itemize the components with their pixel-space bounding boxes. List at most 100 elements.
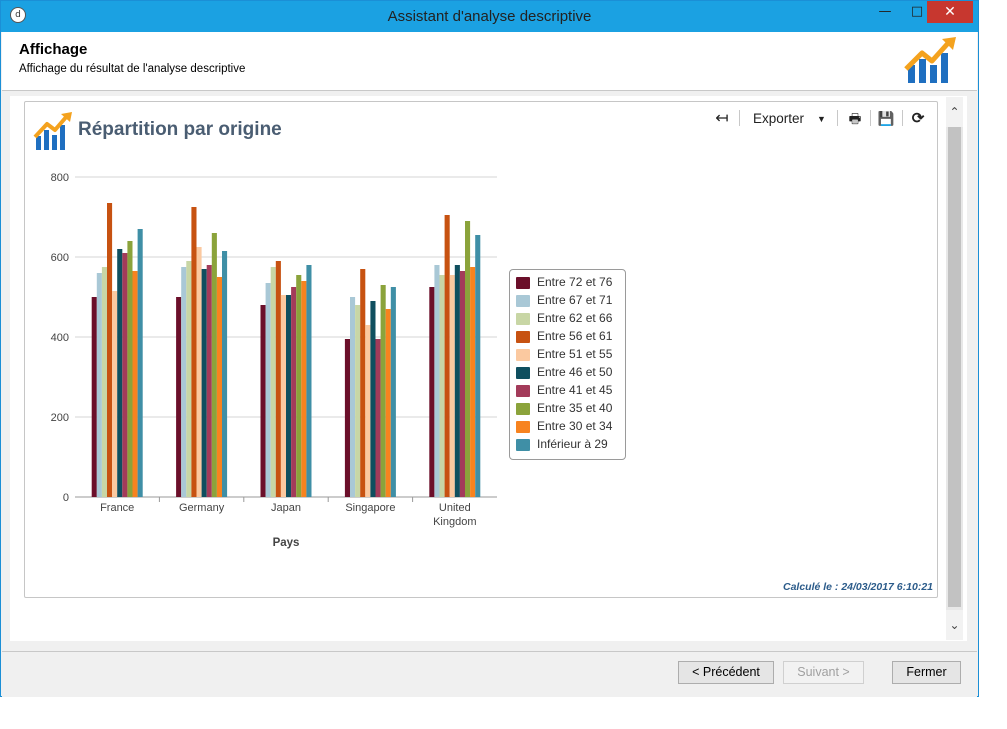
bar xyxy=(434,265,440,497)
previous-button[interactable]: < Précédent xyxy=(678,661,774,684)
bar xyxy=(107,203,113,497)
bar xyxy=(137,229,143,497)
next-button[interactable]: Suivant > xyxy=(783,661,864,684)
legend-label: Entre 46 et 50 xyxy=(537,365,613,379)
bar-chart: 0 200 400 600 800 France Germany Japan Singapore… xyxy=(51,172,497,549)
bar xyxy=(191,207,197,497)
vertical-scrollbar[interactable]: ⌃ ⌄ xyxy=(946,97,963,640)
bar xyxy=(112,291,118,497)
legend-item[interactable]: Entre 51 et 55 xyxy=(516,345,612,363)
bar xyxy=(222,251,228,497)
bar xyxy=(360,269,366,497)
bar xyxy=(122,253,128,497)
bar xyxy=(91,297,97,497)
wizard-footer: < Précédent Suivant > Fermer xyxy=(2,651,977,697)
refresh-icon[interactable]: ⟳ xyxy=(911,110,925,127)
y-tick-label: 200 xyxy=(51,412,69,424)
bar xyxy=(206,265,212,497)
legend-swatch xyxy=(516,294,530,307)
bar xyxy=(96,273,102,497)
scroll-thumb[interactable] xyxy=(948,127,961,607)
window-title: Assistant d'analyse descriptive xyxy=(387,8,592,25)
chart-trend-icon xyxy=(33,112,72,150)
legend-item[interactable]: Entre 56 et 61 xyxy=(516,327,612,345)
minimize-button[interactable]: — xyxy=(878,4,892,19)
bar xyxy=(439,275,445,497)
legend-item[interactable]: Entre 35 et 40 xyxy=(516,399,612,417)
y-tick-label: 0 xyxy=(63,492,69,504)
legend-item[interactable]: Entre 41 et 45 xyxy=(516,381,612,399)
x-tick-label: Germany xyxy=(179,502,225,514)
legend-item[interactable]: Entre 72 et 76 xyxy=(516,273,612,291)
bar xyxy=(201,269,207,497)
legend-swatch xyxy=(516,438,530,451)
export-button[interactable]: Exporter xyxy=(753,111,805,126)
legend-item[interactable]: Entre 62 et 66 xyxy=(516,309,612,327)
bar xyxy=(291,287,297,497)
bar xyxy=(370,301,376,497)
bar xyxy=(181,267,187,497)
x-tick-label: United Kingdom xyxy=(433,502,476,528)
bar xyxy=(465,221,471,497)
page-subtitle: Affichage du résultat de l'analyse descr… xyxy=(19,63,246,75)
content-area: ↤ Exporter ▼ 🖶 💾 ⟳ Répartition par origi… xyxy=(10,96,967,641)
bar xyxy=(375,339,381,497)
bar xyxy=(444,215,450,497)
back-arrow-icon[interactable]: ↤ xyxy=(715,110,729,127)
bar xyxy=(117,249,123,497)
legend-swatch xyxy=(516,276,530,289)
scroll-up-icon[interactable]: ⌃ xyxy=(946,97,963,127)
app-icon[interactable]: d xyxy=(10,7,26,23)
legend-swatch xyxy=(516,420,530,433)
bar xyxy=(350,297,356,497)
bar xyxy=(344,339,350,497)
legend-label: Entre 35 et 40 xyxy=(537,401,613,415)
bar xyxy=(475,235,481,497)
toolbar-divider xyxy=(739,110,740,126)
bar xyxy=(390,287,396,497)
print-icon[interactable]: 🖶 xyxy=(848,111,862,126)
x-tick-label: Singapore xyxy=(345,502,395,514)
chevron-down-icon[interactable]: ▼ xyxy=(817,114,826,124)
bar xyxy=(301,281,307,497)
save-icon[interactable]: 💾 xyxy=(877,111,895,126)
x-axis-title: Pays xyxy=(273,537,300,549)
bar xyxy=(275,261,281,497)
bar xyxy=(176,297,182,497)
legend-label: Entre 56 et 61 xyxy=(537,329,613,343)
bar xyxy=(127,241,133,497)
legend-swatch xyxy=(516,348,530,361)
bar xyxy=(459,271,465,497)
bar xyxy=(355,305,361,497)
bar xyxy=(286,295,292,497)
legend-item[interactable]: Entre 67 et 71 xyxy=(516,291,612,309)
x-tick-label: France xyxy=(100,502,134,514)
wizard-header: Affichage Affichage du résultat de l'ana… xyxy=(2,32,977,91)
legend-swatch xyxy=(516,366,530,379)
close-window-button[interactable]: ✕ xyxy=(927,1,973,23)
legend-swatch xyxy=(516,312,530,325)
legend-item[interactable]: Entre 46 et 50 xyxy=(516,363,612,381)
bar xyxy=(265,283,271,497)
legend-label: Inférieur à 29 xyxy=(537,437,608,451)
chart-panel: ↤ Exporter ▼ 🖶 💾 ⟳ Répartition par origi… xyxy=(24,101,938,598)
legend-swatch xyxy=(516,384,530,397)
bar xyxy=(280,295,286,497)
legend-swatch xyxy=(516,330,530,343)
legend-item[interactable]: Entre 30 et 34 xyxy=(516,417,612,435)
maximize-button[interactable]: □ xyxy=(910,4,924,19)
close-button[interactable]: Fermer xyxy=(892,661,961,684)
toolbar-divider xyxy=(870,110,871,126)
toolbar-divider xyxy=(902,110,903,126)
x-tick-label: Japan xyxy=(271,502,301,514)
bar xyxy=(454,265,460,497)
scroll-down-icon[interactable]: ⌄ xyxy=(946,610,963,640)
bar xyxy=(196,247,202,497)
bar xyxy=(260,305,266,497)
computed-timestamp: Calculé le : 24/03/2017 6:10:21 xyxy=(782,581,933,593)
legend-item[interactable]: Inférieur à 29 xyxy=(516,435,608,453)
bar xyxy=(216,277,222,497)
y-tick-label: 600 xyxy=(51,252,69,264)
bar xyxy=(132,271,138,497)
bar xyxy=(296,275,302,497)
